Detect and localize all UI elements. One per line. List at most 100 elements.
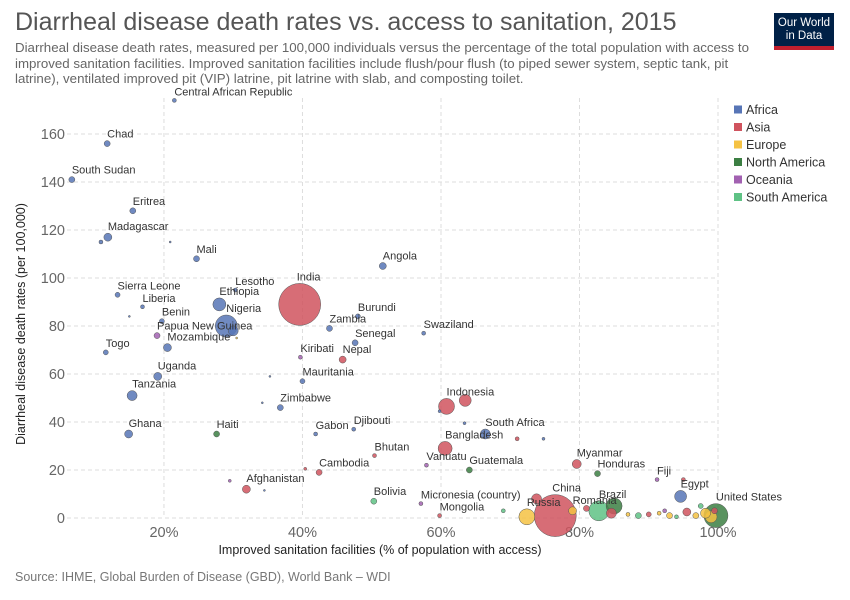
data-point[interactable] [228, 479, 232, 483]
data-point[interactable] [227, 325, 239, 337]
data-point[interactable] [126, 390, 138, 401]
data-point[interactable] [674, 490, 687, 503]
data-point[interactable] [313, 431, 318, 437]
data-point[interactable] [466, 466, 473, 474]
data-point[interactable] [268, 375, 272, 378]
data-point[interactable] [355, 313, 361, 320]
data-point[interactable] [338, 355, 347, 364]
legend-item[interactable]: Europe [746, 138, 786, 152]
data-point[interactable] [326, 325, 333, 332]
point-label: Haiti [217, 419, 239, 431]
data-point[interactable] [315, 469, 323, 476]
data-point[interactable] [531, 493, 542, 505]
y-axis-ticks: 0 20 40 60 80 100 120 140 160 [41, 127, 65, 527]
data-point[interactable] [674, 514, 679, 520]
data-point[interactable] [594, 470, 601, 477]
point-label: Burundi [358, 302, 396, 314]
point-label: South Sudan [72, 165, 136, 177]
logo-line-1: Our World [777, 17, 831, 29]
legend-item[interactable]: North America [746, 156, 825, 170]
legend-item[interactable]: Africa [746, 103, 778, 117]
data-point[interactable] [372, 453, 377, 458]
data-point[interactable] [379, 262, 387, 270]
point-label: Madagascar [108, 221, 169, 233]
data-point[interactable] [129, 207, 137, 215]
legend-swatch [734, 193, 742, 201]
data-point[interactable] [68, 176, 76, 183]
data-point[interactable] [501, 508, 506, 514]
data-point[interactable] [697, 503, 704, 509]
data-point[interactable] [153, 372, 162, 381]
data-point[interactable] [140, 304, 145, 310]
data-point[interactable] [682, 507, 692, 517]
data-point[interactable] [437, 409, 442, 413]
data-point[interactable] [159, 318, 165, 324]
data-point[interactable] [193, 255, 200, 263]
data-point[interactable] [583, 505, 590, 512]
data-point[interactable] [518, 508, 536, 526]
data-point[interactable] [124, 429, 133, 439]
data-point[interactable] [277, 404, 284, 411]
data-point[interactable] [242, 484, 251, 494]
legend-item[interactable]: South America [746, 191, 827, 205]
data-point[interactable] [654, 477, 660, 482]
data-point[interactable] [662, 508, 667, 514]
data-point[interactable] [437, 513, 442, 518]
data-point[interactable] [514, 436, 520, 442]
data-point[interactable] [212, 297, 227, 312]
data-point[interactable] [700, 507, 711, 519]
y-tick-label: 40 [49, 415, 65, 431]
data-point[interactable] [625, 512, 631, 517]
data-point[interactable] [462, 421, 467, 425]
data-point[interactable] [263, 489, 266, 492]
data-point[interactable] [163, 343, 172, 352]
data-point[interactable] [103, 232, 113, 242]
data-point[interactable] [168, 240, 172, 244]
legend-item[interactable]: Oceania [746, 173, 793, 187]
data-point[interactable] [571, 459, 582, 469]
data-point[interactable] [421, 330, 426, 336]
data-point[interactable] [541, 437, 546, 441]
data-point[interactable] [298, 354, 303, 360]
data-point[interactable] [172, 98, 177, 103]
data-point[interactable] [711, 507, 718, 515]
data-point[interactable] [480, 428, 491, 440]
data-point[interactable] [128, 315, 131, 318]
data-point[interactable] [418, 501, 424, 506]
point-label: Mozambique [167, 332, 230, 344]
data-point[interactable] [666, 512, 673, 519]
data-point[interactable] [424, 462, 429, 468]
data-point[interactable] [438, 398, 455, 415]
data-point[interactable] [114, 292, 121, 298]
data-point[interactable] [351, 426, 356, 432]
data-point[interactable] [153, 332, 161, 339]
data-point[interactable] [213, 430, 220, 438]
x-tick-label: 40% [288, 525, 317, 541]
point-label: Sierra Leone [118, 280, 181, 292]
data-point[interactable] [98, 239, 104, 245]
data-point[interactable] [568, 506, 577, 516]
data-point[interactable] [278, 283, 321, 326]
data-point[interactable] [458, 394, 472, 407]
point-label: Nigeria [226, 303, 262, 315]
point-label: Chad [107, 129, 133, 141]
data-point[interactable] [656, 510, 662, 516]
data-point[interactable] [233, 287, 238, 293]
data-point[interactable] [299, 378, 306, 384]
data-point[interactable] [645, 511, 652, 518]
data-point[interactable] [437, 441, 453, 456]
data-point[interactable] [370, 497, 378, 505]
data-point[interactable] [606, 507, 617, 519]
data-point[interactable] [303, 467, 307, 471]
owid-logo[interactable]: Our World in Data [774, 13, 834, 50]
point-label: Nepal [343, 344, 372, 356]
data-point[interactable] [235, 336, 238, 340]
data-point[interactable] [681, 477, 686, 482]
data-point[interactable] [103, 140, 111, 147]
data-point[interactable] [351, 339, 359, 347]
data-point[interactable] [635, 512, 642, 519]
data-point[interactable] [692, 512, 700, 519]
data-point[interactable] [261, 401, 264, 405]
data-point[interactable] [103, 349, 109, 356]
legend-item[interactable]: Asia [746, 121, 770, 135]
